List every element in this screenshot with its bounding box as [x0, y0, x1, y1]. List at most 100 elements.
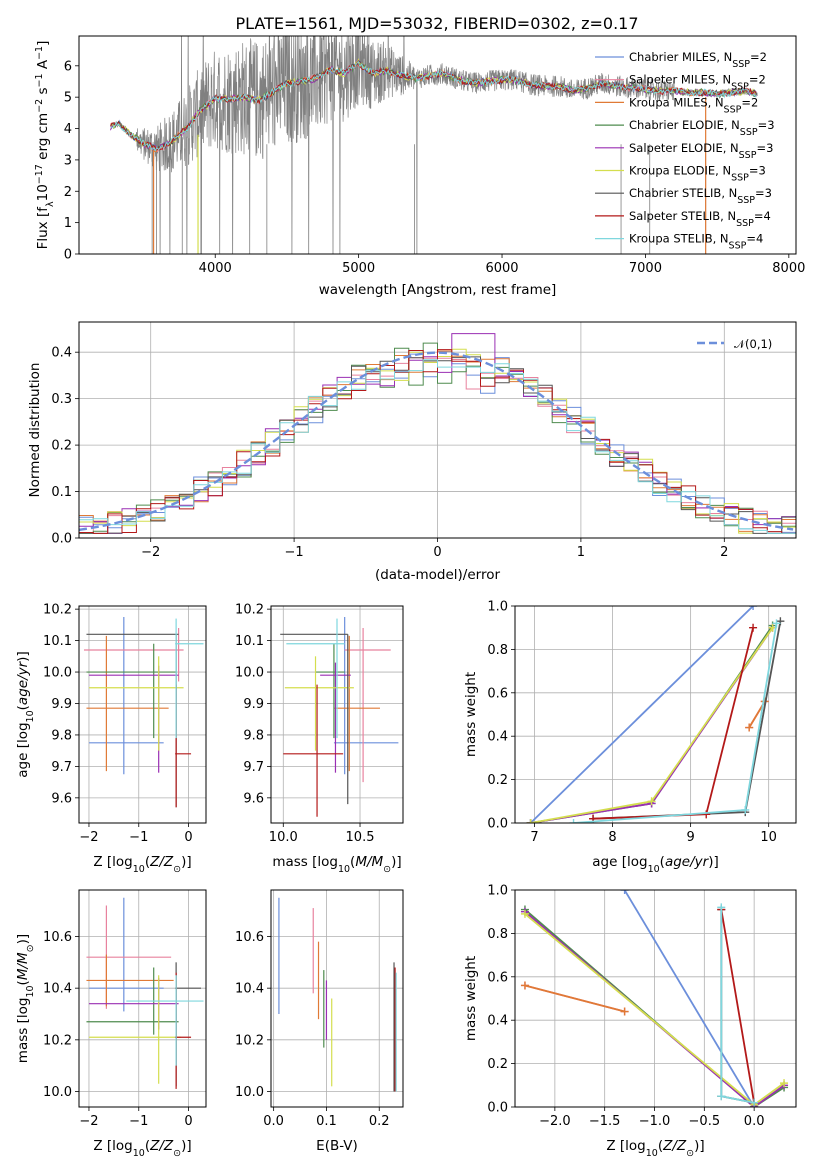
label-part: −17 [34, 164, 45, 184]
y-tick-label: 10.0 [235, 666, 264, 681]
y-tick-label: 0.3 [51, 392, 72, 407]
y-tick-label: 2 [64, 185, 72, 200]
x-tick-label: 10 [760, 830, 777, 845]
marker-chabrier-miles [620, 890, 629, 894]
label-part: M/M [15, 952, 31, 980]
observed-spectrum [110, 36, 758, 254]
x-tick-label: 0 [184, 1114, 192, 1129]
errorbar-chabrier-stelib [280, 633, 349, 805]
label-part: ] [35, 41, 51, 46]
axes-frame [514, 889, 797, 1108]
errorbar-salpeter-miles [83, 628, 184, 682]
marker-kroupa-stelib [717, 903, 726, 912]
label-part: =3 [749, 164, 766, 178]
axes-frame [78, 321, 797, 539]
x-tick-label: −2 [141, 545, 160, 560]
marker-salpeter-stelib [749, 623, 758, 632]
y-tick-label: 0.1 [51, 485, 72, 500]
label-part: Chabrier MILES, N [629, 50, 732, 64]
y-tick-label: 0.2 [487, 1057, 508, 1072]
legend-label-salpeter-stelib: Salpeter STELIB, NSSP=4 [629, 209, 771, 229]
x-axis-label: mass [log10(M/M⊙)] [272, 854, 401, 875]
x-axis-label: age [log10(age/yr)] [592, 854, 718, 875]
x-tick-label: 7000 [629, 261, 662, 276]
label-part: A [35, 59, 51, 73]
label-part: 10 [133, 864, 145, 875]
y-tick-label: 0.0 [51, 532, 72, 547]
y-tick-label: 0.2 [487, 773, 508, 788]
label-part: ( [660, 854, 665, 870]
label-part: s [35, 87, 51, 98]
y-axis-label: mass weight [463, 672, 479, 757]
marker-kroupa-stelib [569, 819, 578, 823]
x-tick-label: 5000 [342, 261, 375, 276]
label-part: Kroupa STELIB, N [629, 232, 729, 246]
label-part: SSP [740, 127, 758, 138]
label-part: Flux [f [35, 206, 51, 250]
axes-frame [78, 605, 207, 824]
legend-label-kroupa-elodie: Kroupa ELODIE, NSSP=3 [629, 164, 766, 184]
label-part: Z/Z [149, 1138, 174, 1154]
x-tick-label: 6000 [485, 261, 518, 276]
errorbar-kroupa-elodie [284, 656, 354, 751]
x-axis-label: Z [log10(Z/Z⊙)] [606, 1138, 704, 1159]
label-part: =4 [754, 209, 771, 223]
label-part: age [log [592, 854, 647, 870]
x-axis-label: E(B-V) [316, 1138, 358, 1154]
label-part: SSP [729, 240, 747, 251]
label-part: ⊙ [25, 944, 36, 952]
label-part: =2 [741, 95, 758, 109]
errorbar-chabrier-elodie [86, 643, 177, 739]
massweight-vs-Z-panel: −2.0 −1.5 −1.0 −0.5 0.0 0.0 0.2 0.4 0.6 0.8 1.0 Z [… [463, 884, 797, 1159]
legend-label-chabrier-miles: Chabrier MILES, NSSP=2 [629, 50, 767, 70]
label-part: =3 [758, 118, 775, 132]
y-tick-label: 0.8 [487, 927, 508, 942]
label-part: Chabrier ELODIE, N [629, 118, 740, 132]
label-part: ⊙ [686, 1148, 694, 1159]
x-tick-label: 0.0 [744, 1114, 765, 1129]
normal-reference-curve [79, 351, 794, 532]
label-part: Z [log [93, 1138, 132, 1154]
label-part: Salpeter MILES, N [629, 73, 731, 87]
marker-kroupa-elodie [780, 1079, 789, 1088]
label-part: )] [15, 934, 31, 945]
marker-kroupa-elodie [526, 819, 535, 823]
label-part: mass [log [272, 854, 338, 870]
y-tick-label: 9.8 [243, 728, 264, 743]
axes-frame [78, 889, 207, 1108]
label-part: )] [181, 1138, 192, 1154]
x-tick-label: 2 [720, 545, 728, 560]
marker-kroupa-stelib [772, 619, 781, 628]
label-part: )] [708, 854, 719, 870]
y-tick-label: 0.4 [487, 1014, 508, 1029]
y-axis-label: mass [log10(M/M⊙)] [15, 934, 36, 1063]
x-tick-label: 0.0 [263, 1114, 284, 1129]
y-axis-label: Normed distribution [27, 363, 43, 498]
errorbar-kroupa-stelib [286, 618, 345, 739]
marker-kroupa-stelib [750, 1098, 759, 1107]
label-part: SSP [736, 217, 754, 228]
errorbar-kroupa-elodie [88, 656, 184, 751]
label-part: 10 [133, 1148, 145, 1159]
y-tick-label: 10.2 [43, 603, 72, 618]
legend-label-chabrier-stelib: Chabrier STELIB, NSSP=3 [629, 186, 772, 206]
label-part: Kroupa ELODIE, N [629, 164, 731, 178]
x-tick-label: 0.2 [369, 1114, 390, 1129]
label-part: λ [45, 201, 56, 207]
legend-label-salpeter-miles: Salpeter MILES, NSSP=2 [629, 73, 766, 93]
series-chabrier-miles [623, 890, 755, 1107]
x-tick-label: 10.0 [269, 830, 298, 845]
marker-kroupa-stelib [717, 1092, 726, 1101]
errorbar-salpeter-elodie [320, 662, 351, 773]
marker-kroupa-stelib [741, 805, 750, 814]
y-tick-label: 4 [64, 122, 72, 137]
x-tick-label: −0.5 [689, 1114, 721, 1129]
series-chabrier-elodie [530, 624, 774, 823]
label-part: age [log [15, 722, 31, 777]
label-part: 10 [35, 184, 51, 201]
x-axis-label: wavelength [Angstrom, rest frame] [319, 282, 557, 298]
label-part: ( [145, 1138, 150, 1154]
label-part: =3 [755, 186, 772, 200]
x-tick-label: 8000 [772, 261, 805, 276]
